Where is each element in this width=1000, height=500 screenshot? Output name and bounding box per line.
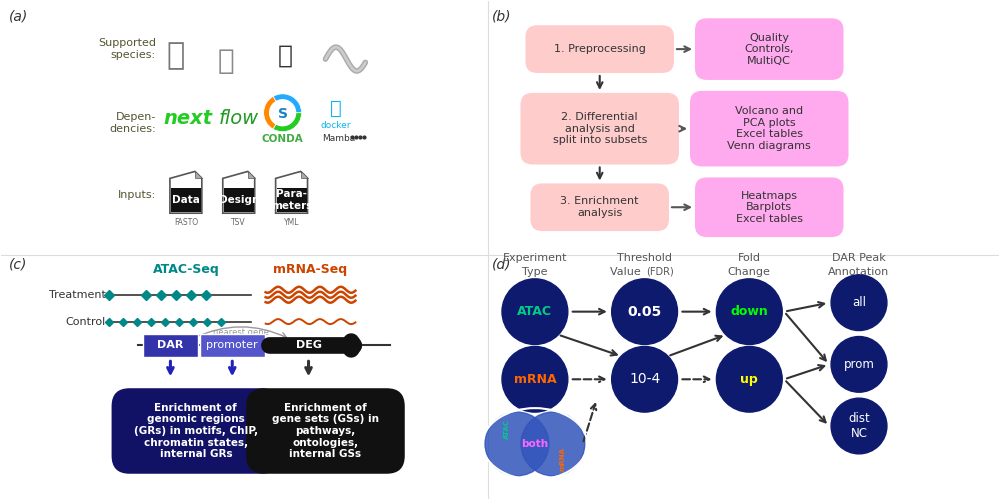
Circle shape [831, 336, 887, 392]
Text: ATAC-Seq: ATAC-Seq [153, 264, 219, 276]
FancyBboxPatch shape [171, 188, 201, 212]
Wedge shape [273, 94, 302, 113]
Text: Depen-
dencies:: Depen- dencies: [109, 112, 156, 134]
Text: mRNA: mRNA [514, 373, 556, 386]
Text: up: up [740, 373, 758, 386]
Text: Design: Design [219, 195, 259, 205]
FancyBboxPatch shape [277, 188, 307, 212]
Circle shape [831, 398, 887, 454]
Text: TSV: TSV [231, 218, 246, 227]
Text: CONDA: CONDA [262, 134, 303, 143]
Text: flow: flow [219, 109, 259, 128]
Circle shape [716, 346, 782, 412]
Text: ATAC: ATAC [517, 305, 552, 318]
Polygon shape [301, 172, 308, 178]
Text: Control: Control [66, 316, 106, 326]
Circle shape [502, 346, 568, 412]
Circle shape [270, 100, 296, 126]
FancyBboxPatch shape [690, 91, 849, 166]
Text: 2. Differential
analysis and
split into subsets: 2. Differential analysis and split into … [553, 112, 647, 146]
Polygon shape [248, 172, 255, 178]
Text: Enrichment of
genomic regions
(GRs) in motifs, ChIP,
chromatin states,
internal : Enrichment of genomic regions (GRs) in m… [134, 403, 258, 459]
Text: FASTO: FASTO [174, 218, 198, 227]
Text: Value: Value [610, 267, 645, 277]
Text: 🐁: 🐁 [217, 47, 234, 75]
Text: DAR Peak: DAR Peak [832, 253, 886, 263]
Text: 3. Enrichment
analysis: 3. Enrichment analysis [560, 196, 639, 218]
Text: prom: prom [844, 358, 874, 371]
Polygon shape [276, 172, 308, 213]
Circle shape [612, 346, 678, 412]
Text: Inputs:: Inputs: [118, 190, 156, 200]
Text: 1. Preprocessing: 1. Preprocessing [554, 44, 646, 54]
Text: Type: Type [522, 267, 548, 277]
Polygon shape [170, 172, 202, 213]
Text: promoter: promoter [206, 340, 258, 350]
Text: 🦟: 🦟 [278, 44, 293, 68]
Text: 10-4: 10-4 [629, 372, 660, 386]
Text: Heatmaps
Barplots
Excel tables: Heatmaps Barplots Excel tables [736, 190, 803, 224]
FancyBboxPatch shape [530, 184, 669, 231]
FancyBboxPatch shape [525, 26, 674, 73]
FancyBboxPatch shape [112, 388, 280, 474]
Text: docker: docker [320, 121, 351, 130]
FancyBboxPatch shape [200, 334, 265, 357]
Text: Treatment: Treatment [49, 290, 106, 300]
Text: mRNA-Seq: mRNA-Seq [273, 264, 348, 276]
Text: Annotation: Annotation [828, 267, 890, 277]
Text: Enrichment of
gene sets (GSs) in
pathways,
ontologies,
internal GSs: Enrichment of gene sets (GSs) in pathway… [272, 403, 379, 459]
Polygon shape [223, 172, 255, 213]
Text: next: next [163, 109, 212, 128]
Text: ATAC: ATAC [504, 419, 510, 439]
Text: 0.05: 0.05 [627, 304, 662, 318]
Text: DAR: DAR [157, 340, 184, 350]
Text: Experiment: Experiment [503, 253, 567, 263]
FancyBboxPatch shape [520, 93, 679, 164]
FancyBboxPatch shape [695, 18, 844, 80]
FancyBboxPatch shape [246, 388, 405, 474]
Text: both: both [521, 439, 548, 449]
Text: Quality
Controls,
MultiQC: Quality Controls, MultiQC [745, 32, 794, 66]
FancyBboxPatch shape [695, 178, 844, 237]
Wedge shape [273, 113, 302, 132]
Circle shape [485, 412, 549, 476]
Text: mRNA: mRNA [560, 447, 566, 471]
Text: (d): (d) [492, 258, 512, 272]
Circle shape [612, 279, 678, 344]
Text: down: down [730, 305, 768, 318]
Text: Change: Change [728, 267, 771, 277]
Text: DEG: DEG [296, 340, 322, 350]
Text: 👤: 👤 [167, 42, 185, 70]
Text: S: S [278, 107, 288, 121]
Text: Data: Data [172, 195, 200, 205]
Text: Volcano and
PCA plots
Excel tables
Venn diagrams: Volcano and PCA plots Excel tables Venn … [727, 106, 811, 151]
Circle shape [716, 279, 782, 344]
FancyBboxPatch shape [224, 188, 254, 212]
Text: Para-
meters: Para- meters [271, 189, 312, 210]
Wedge shape [264, 96, 283, 129]
Polygon shape [195, 172, 202, 178]
Text: (a): (a) [9, 10, 29, 24]
Text: nearest gene: nearest gene [213, 328, 269, 337]
Text: Threshold: Threshold [617, 253, 672, 263]
Text: dist
NC: dist NC [848, 412, 870, 440]
Text: (FDR): (FDR) [647, 267, 674, 277]
Text: YML: YML [284, 218, 299, 227]
Text: Supported
species:: Supported species: [98, 38, 156, 60]
Text: all: all [852, 296, 866, 309]
Text: (b): (b) [492, 10, 512, 24]
Circle shape [521, 412, 585, 476]
Text: 🐋: 🐋 [330, 100, 341, 118]
Circle shape [502, 279, 568, 344]
FancyBboxPatch shape [143, 334, 198, 357]
Circle shape [831, 275, 887, 330]
Text: (c): (c) [9, 258, 28, 272]
Text: Fold: Fold [738, 253, 761, 263]
Text: Mamba: Mamba [322, 134, 355, 143]
